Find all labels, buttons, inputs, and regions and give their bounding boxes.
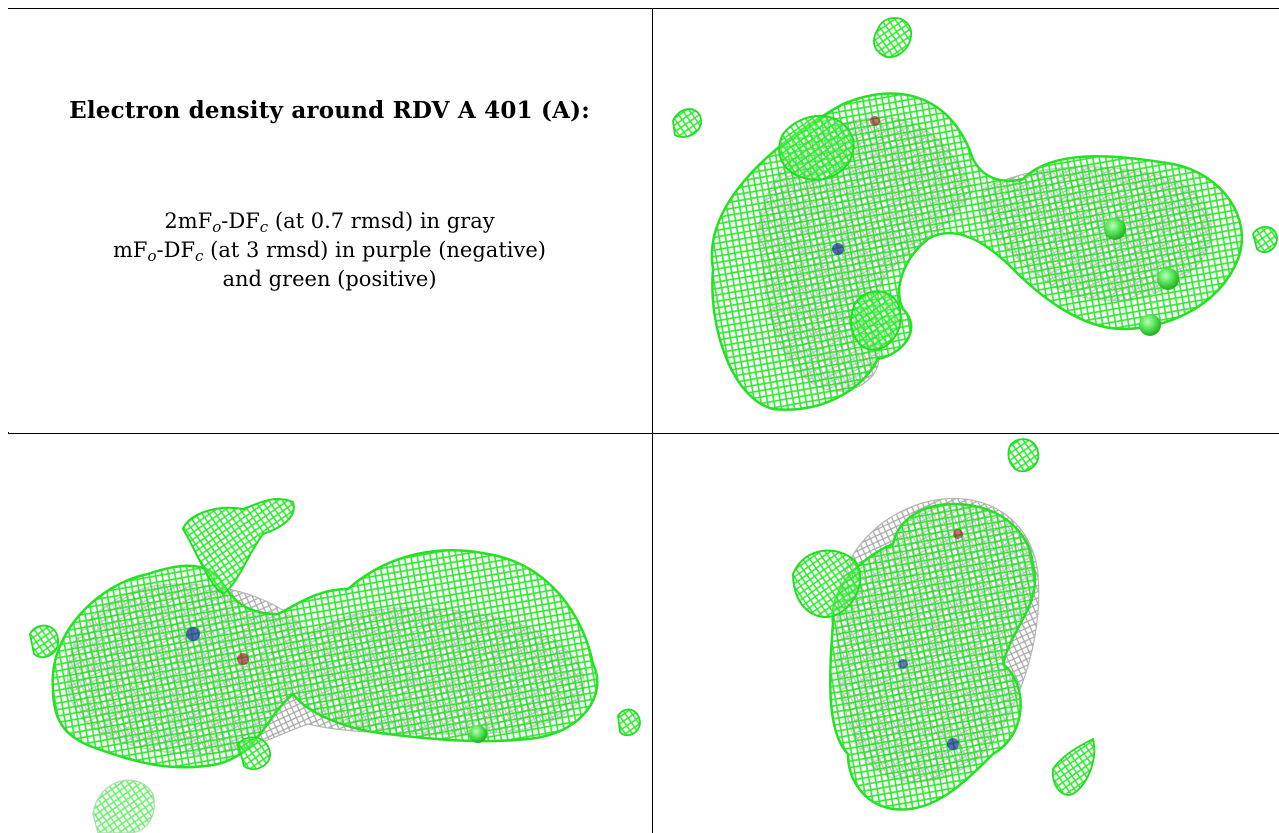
figure-title: Electron density around RDV A 401 (A): — [69, 97, 590, 124]
legend-2fofc-suffix: (at 0.7 rmsd) in gray — [268, 209, 495, 233]
green-sphere-1 — [1104, 218, 1126, 240]
atom-blue — [832, 243, 844, 255]
view-bottom-left — [8, 434, 651, 833]
green-blob-top — [872, 17, 912, 59]
green-density-arm — [791, 549, 862, 619]
green-sphere-2 — [1157, 268, 1179, 290]
green-blob-top — [1007, 438, 1040, 473]
green-density-lobe-2 — [778, 114, 855, 181]
green-blob-lower — [237, 736, 271, 771]
caption-cell: Electron density around RDV A 401 (A): 2… — [8, 9, 651, 432]
atom-blue-2 — [898, 659, 908, 669]
green-blob-right — [1252, 225, 1278, 254]
legend-fofc-mid: -DF — [156, 238, 196, 262]
table-divider-vertical — [652, 8, 653, 833]
green-blob-right — [617, 708, 641, 736]
legend-line-fofc: mFo-DFc (at 3 rmsd) in purple (negative) — [8, 236, 651, 265]
legend-2fofc-prefix: 2mF — [164, 209, 213, 233]
atom-red — [870, 116, 880, 126]
electron-density-mesh-icon — [29, 498, 641, 833]
faint-green-blob-bottom — [92, 779, 155, 833]
atom-blue — [947, 738, 959, 750]
green-density-lobe — [850, 290, 902, 351]
table-border-top — [8, 8, 1279, 9]
legend-fofc-suffix: (at 3 rmsd) in purple (negative) — [203, 238, 546, 262]
green-sphere-3 — [1139, 314, 1161, 336]
electron-density-mesh-icon — [672, 17, 1278, 411]
green-blob-left — [672, 108, 702, 138]
legend-line-2fofc: 2mFo-DFc (at 0.7 rmsd) in gray — [8, 207, 651, 236]
atom-red — [953, 529, 963, 539]
legend-fofc-sub-o: o — [147, 247, 157, 265]
green-blob-left — [29, 624, 59, 659]
green-density-main — [51, 549, 599, 769]
green-sphere — [469, 725, 487, 743]
atom-blue — [186, 627, 200, 641]
electron-density-mesh-icon — [791, 438, 1096, 811]
atom-red — [237, 653, 249, 665]
green-blob-right — [1051, 737, 1096, 796]
green-density-spike — [181, 498, 295, 596]
legend-fofc-prefix: mF — [113, 238, 148, 262]
view-top-right — [653, 9, 1279, 432]
green-density-main — [828, 502, 1037, 811]
legend-line-cont: and green (positive) — [222, 267, 437, 291]
legend-2fofc-mid: -DF — [221, 209, 260, 233]
legend-fofc-sub-c: c — [195, 247, 204, 265]
view-bottom-right — [653, 434, 1279, 833]
table-divider-horizontal — [8, 433, 1279, 434]
map-legend: 2mFo-DFc (at 0.7 rmsd) in gray mFo-DFc (… — [8, 207, 651, 294]
legend-2fofc-sub-o: o — [212, 218, 222, 236]
legend-2fofc-sub-c: c — [259, 218, 269, 236]
